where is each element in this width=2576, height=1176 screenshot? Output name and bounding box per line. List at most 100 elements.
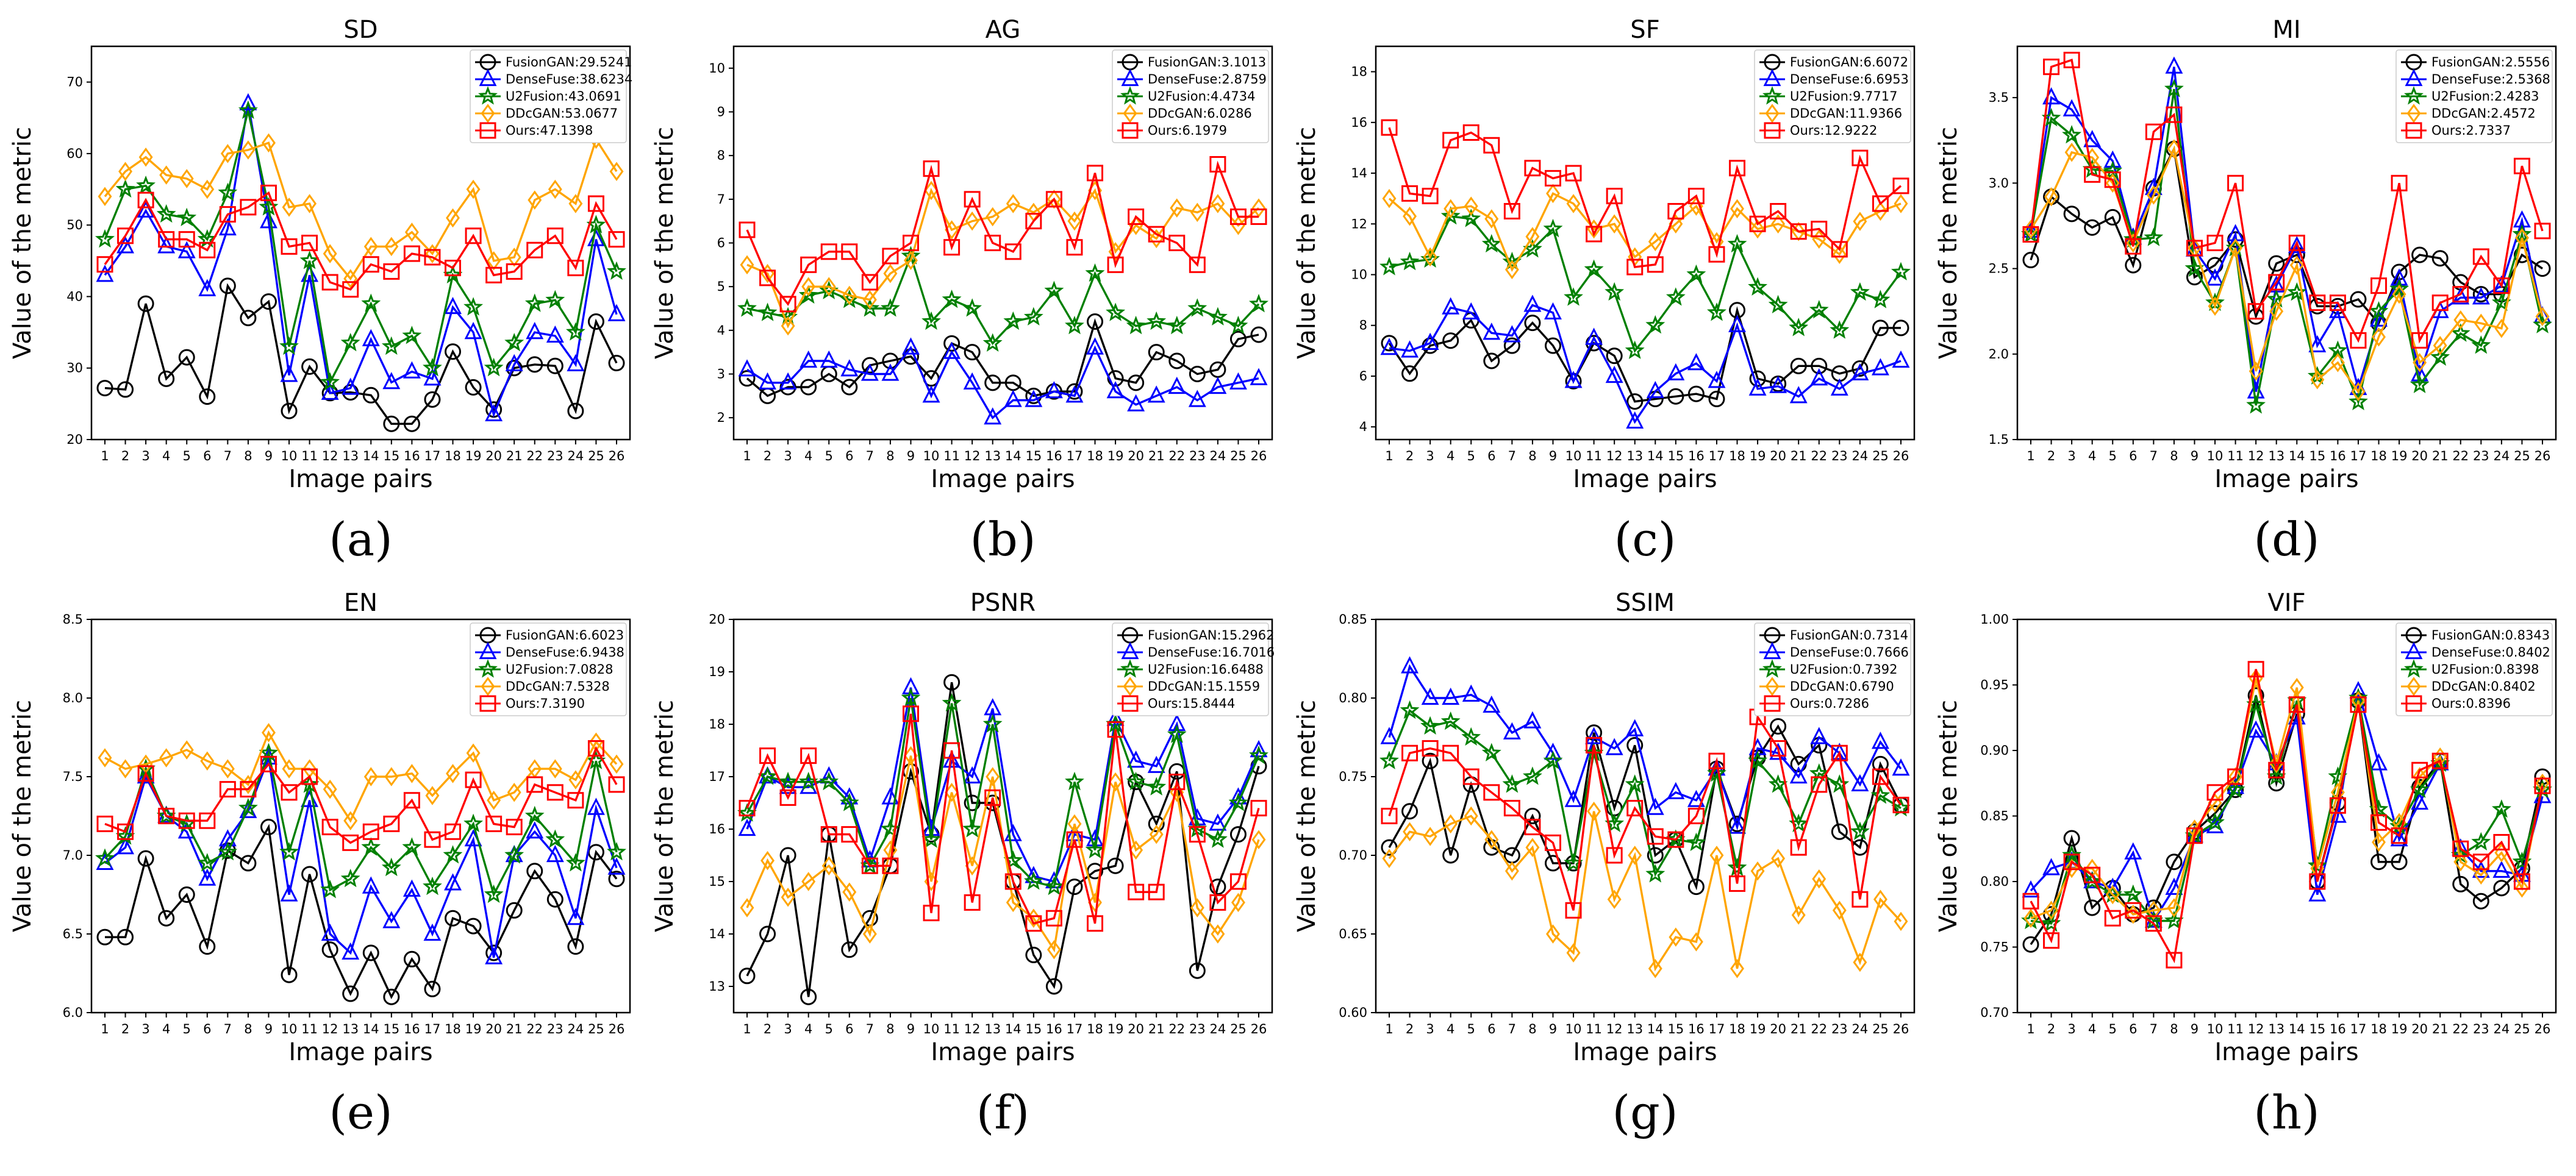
data-point-fusiongan xyxy=(178,886,195,903)
data-point-densefuse xyxy=(738,818,756,836)
x-tick-label: 14 xyxy=(1005,449,1021,463)
legend-entry: Ours:12.9222 xyxy=(1790,123,1877,138)
data-point-ours xyxy=(1647,828,1664,845)
data-point-ours xyxy=(506,263,523,280)
data-point-fusiongan xyxy=(2063,205,2080,223)
x-tick-label: 22 xyxy=(1168,449,1185,463)
data-point-fusiongan xyxy=(1544,337,1561,354)
plot-area xyxy=(732,618,1273,1014)
x-tick-label: 20 xyxy=(1128,449,1144,463)
data-point-u2fusion xyxy=(2471,335,2491,354)
data-point-densefuse xyxy=(1564,789,1583,807)
data-point-ddcgan xyxy=(609,754,624,774)
data-point-ddcgan xyxy=(2146,900,2161,921)
data-point-ours xyxy=(2166,106,2183,123)
x-tick-label: 18 xyxy=(445,449,461,463)
data-point-fusiongan xyxy=(984,374,1001,391)
data-point-densefuse xyxy=(1810,368,1828,386)
data-point-densefuse xyxy=(280,365,298,382)
data-point-ours xyxy=(2431,294,2449,312)
x-tick-label: 12 xyxy=(1606,449,1623,463)
data-point-ours xyxy=(759,269,776,287)
data-point-fusiongan xyxy=(1524,808,1541,824)
x-tick-label: 25 xyxy=(2514,1022,2530,1036)
data-point-ddcgan xyxy=(2392,284,2406,304)
x-tick-label: 12 xyxy=(964,1022,981,1036)
data-point-ddcgan xyxy=(1791,905,1806,925)
data-point-ours xyxy=(117,823,134,840)
legend-entry: Ours:47.1398 xyxy=(506,123,593,138)
y-tick-label: 19 xyxy=(709,665,725,679)
data-point-ddcgan xyxy=(507,248,521,267)
data-point-densefuse xyxy=(1380,338,1398,355)
data-point-densefuse xyxy=(1421,332,1439,350)
data-point-densefuse xyxy=(1646,797,1664,815)
data-point-fusiongan xyxy=(1606,347,1623,365)
data-point-ddcgan xyxy=(1251,830,1266,849)
data-point-densefuse xyxy=(2370,753,2388,771)
data-point-ddcgan xyxy=(1403,822,1417,842)
x-tick-label: 17 xyxy=(1709,1022,1725,1036)
y-tick-label: 6 xyxy=(717,236,725,251)
data-point-ours xyxy=(1025,213,1042,230)
y-tick-label: 7 xyxy=(717,192,725,207)
x-tick-label: 14 xyxy=(1005,1022,1021,1036)
panel-label: (a) xyxy=(329,512,393,566)
data-point-u2fusion xyxy=(1789,318,1809,337)
data-point-densefuse xyxy=(1728,315,1746,332)
data-point-u2fusion xyxy=(1208,829,1228,848)
y-axis-label: Value of the metric xyxy=(9,700,37,932)
series-line-fusiongan xyxy=(2030,145,2543,326)
x-tick-label: 1 xyxy=(1385,1022,1393,1036)
data-point-ours xyxy=(2145,915,2162,932)
legend-entry: Ours:7.3190 xyxy=(506,696,585,711)
x-tick-label: 2 xyxy=(1406,1022,1414,1036)
data-point-u2fusion xyxy=(1543,218,1563,238)
x-tick-label: 2 xyxy=(1406,449,1414,463)
data-point-u2fusion xyxy=(1187,298,1208,317)
data-point-ddcgan xyxy=(425,244,440,263)
x-axis-label: Image pairs xyxy=(931,465,1075,493)
x-tick-label: 15 xyxy=(2309,449,2325,463)
data-point-densefuse xyxy=(922,385,940,403)
data-point-ddcgan xyxy=(446,208,460,228)
data-point-u2fusion xyxy=(279,841,299,861)
data-point-densefuse xyxy=(800,350,818,368)
y-tick-label: 1.00 xyxy=(1980,612,2009,627)
panel-label: (b) xyxy=(970,512,1036,566)
data-point-densefuse xyxy=(2103,150,2122,168)
chart-title: AG xyxy=(986,16,1021,44)
data-point-ddcgan xyxy=(801,277,816,296)
data-point-ddcgan xyxy=(262,723,276,743)
legend-marker-ours xyxy=(1122,122,1139,139)
legend-marker-ddcgan xyxy=(1765,104,1780,123)
data-point-fusiongan xyxy=(1128,374,1145,391)
data-point-u2fusion xyxy=(901,688,921,707)
data-point-ours xyxy=(2288,235,2305,251)
data-point-fusiongan xyxy=(1168,352,1186,369)
x-tick-label: 15 xyxy=(1667,449,1684,463)
data-point-densefuse xyxy=(2022,880,2040,898)
data-point-u2fusion xyxy=(1809,300,1829,319)
data-point-fusiongan xyxy=(199,938,216,955)
x-tick-label: 20 xyxy=(1770,449,1786,463)
x-tick-label: 4 xyxy=(804,1022,812,1036)
data-point-ddcgan xyxy=(781,888,795,907)
x-tick-label: 7 xyxy=(2150,1022,2158,1036)
plot-area xyxy=(1375,45,1916,441)
data-point-fusiongan xyxy=(526,863,543,880)
data-point-u2fusion xyxy=(1106,302,1126,321)
data-point-ours xyxy=(1401,185,1419,202)
data-point-ours xyxy=(1811,776,1828,793)
data-point-densefuse xyxy=(1168,376,1186,394)
y-tick-label: 2.5 xyxy=(1989,262,2009,276)
data-point-u2fusion xyxy=(1461,727,1481,746)
data-point-fusiongan xyxy=(1401,365,1419,382)
x-tick-label: 17 xyxy=(1067,1022,1083,1036)
series-line-fusiongan xyxy=(105,824,618,999)
data-point-densefuse xyxy=(1025,390,1043,407)
data-point-ours xyxy=(1483,784,1500,801)
data-point-ours xyxy=(2350,332,2367,349)
y-tick-label: 8 xyxy=(1359,318,1367,333)
